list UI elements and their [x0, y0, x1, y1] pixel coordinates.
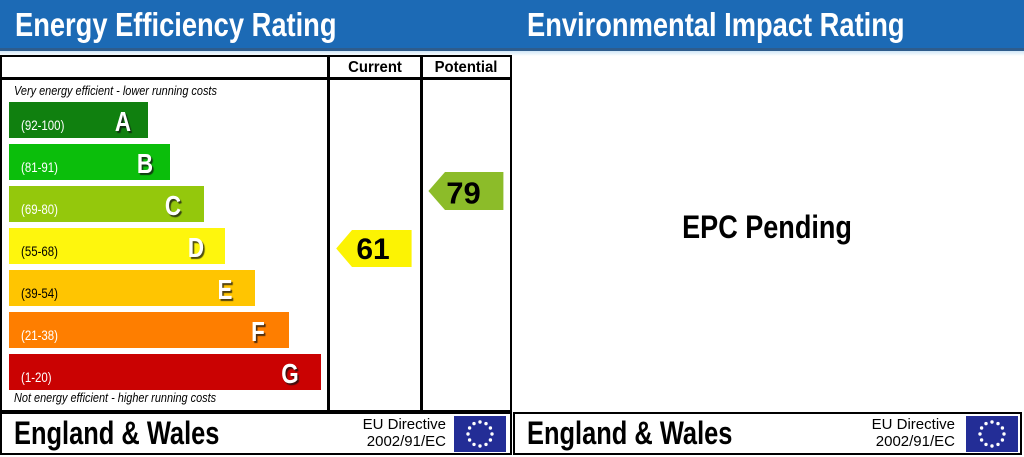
svg-text:79: 79 [446, 176, 480, 211]
svg-text:61: 61 [356, 233, 389, 266]
